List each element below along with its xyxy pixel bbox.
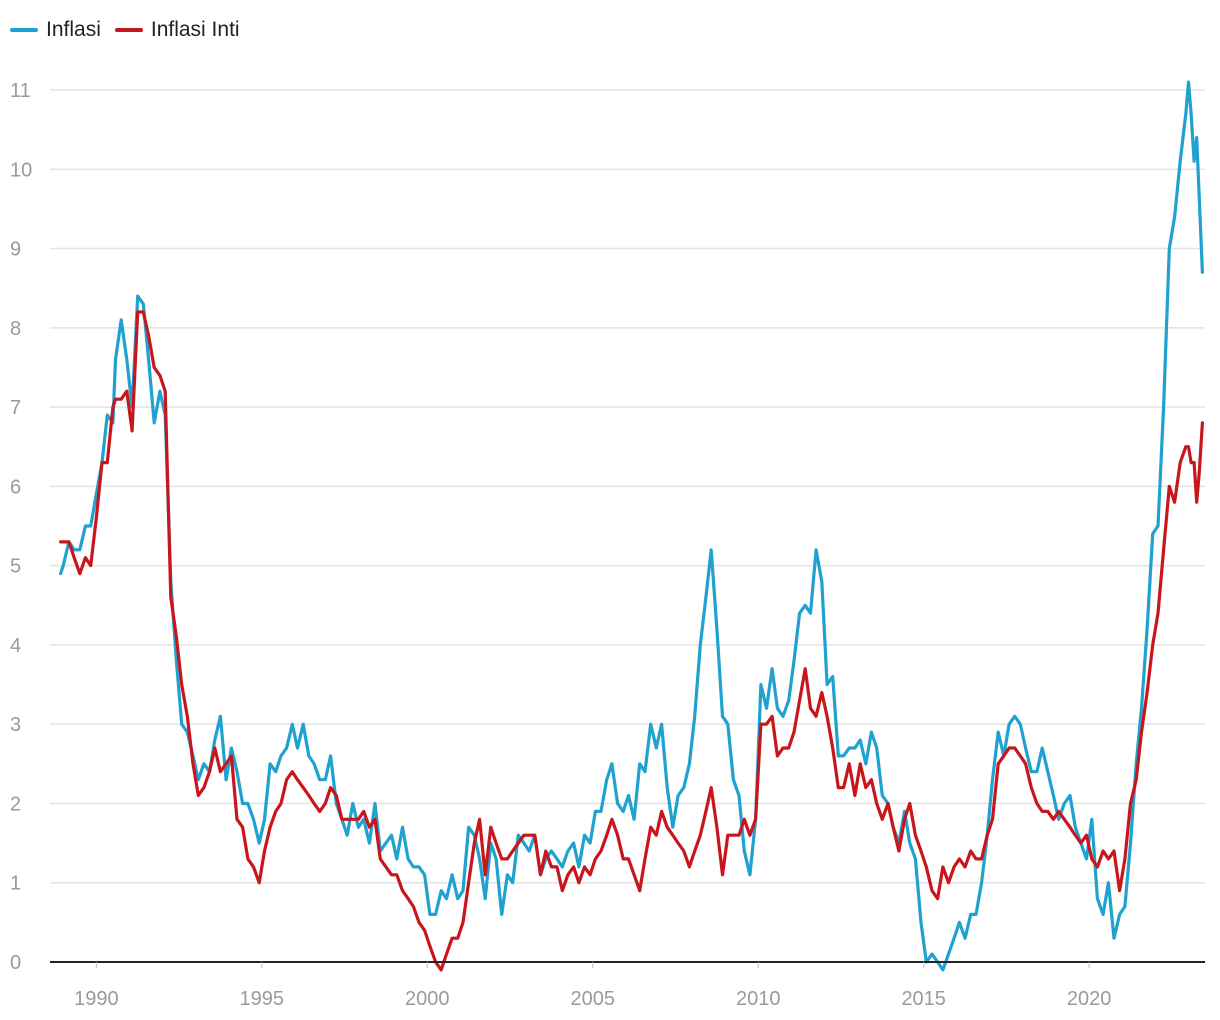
- y-tick-label: 3: [10, 714, 21, 736]
- legend-label-inflasi-inti: Inflasi Inti: [150, 18, 240, 41]
- x-tick-label: 2015: [901, 988, 946, 1010]
- series-layer: [59, 80, 1204, 972]
- x-tick-label: 1990: [74, 988, 119, 1010]
- legend: Inflasi Inflasi Inti: [10, 18, 254, 42]
- axis-layer: 0 1 2 3 4 5 6 7 8 9 10 11 1990 1995 2000 2005 2010 2015 20…: [10, 80, 1205, 1010]
- y-tick-label: 9: [10, 239, 21, 261]
- y-tick-label: 1: [10, 873, 21, 895]
- y-tick-label: 4: [10, 635, 21, 657]
- y-tick-label: 5: [10, 556, 21, 578]
- x-tick-label: 2020: [1067, 988, 1112, 1010]
- legend-swatch-inflasi: [10, 28, 38, 32]
- series-line-inflasi-inti: [59, 310, 1204, 972]
- x-tick-label: 2010: [736, 988, 781, 1010]
- legend-label-inflasi: Inflasi: [46, 18, 101, 41]
- y-tick-label: 8: [10, 318, 21, 340]
- y-tick-label: 6: [10, 476, 21, 498]
- x-tick-label: 1995: [240, 988, 285, 1010]
- series-line-inflasi: [59, 80, 1204, 972]
- y-tick-label: 10: [10, 159, 32, 181]
- legend-item-inflasi-inti: Inflasi Inti: [114, 18, 240, 42]
- y-tick-label: 7: [10, 397, 21, 419]
- y-tick-label: 0: [10, 952, 21, 974]
- legend-swatch-inflasi-inti: [114, 28, 143, 32]
- x-tick-label: 2000: [405, 988, 450, 1010]
- y-tick-label: 11: [10, 80, 31, 102]
- legend-item-inflasi: Inflasi: [10, 18, 101, 42]
- x-tick-label: 2005: [571, 988, 616, 1010]
- y-tick-label: 2: [10, 793, 21, 815]
